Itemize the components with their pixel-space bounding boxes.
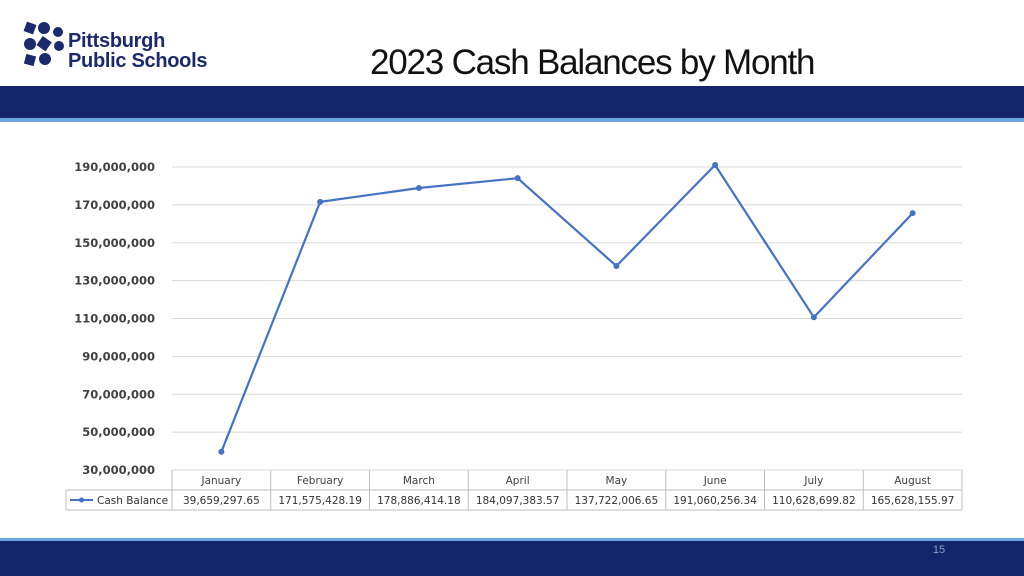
legend-series-label: Cash Balance: [97, 495, 168, 507]
y-tick-label: 170,000,000: [74, 198, 155, 212]
table-value-cell: 171,575,428.19: [278, 495, 362, 507]
data-point: [909, 210, 916, 217]
category-label: August: [894, 475, 931, 487]
y-tick-label: 190,000,000: [74, 160, 155, 174]
category-label: March: [403, 475, 435, 487]
header-band: [0, 86, 1024, 118]
y-tick-label: 130,000,000: [74, 274, 155, 288]
series-line-cash-balance: [220, 163, 914, 453]
y-tick-label: 110,000,000: [74, 312, 155, 326]
legend-marker-key: [79, 497, 84, 503]
logo: Pittsburgh Public Schools: [22, 18, 242, 74]
category-label: January: [200, 475, 241, 487]
logo-line-2: Public Schools: [68, 50, 208, 72]
y-tick-label: 150,000,000: [74, 236, 155, 250]
logo-line-1: Pittsburgh: [68, 30, 165, 52]
data-point: [613, 263, 620, 270]
y-tick-label: 50,000,000: [82, 425, 155, 439]
table-value-cell: 191,060,256.34: [673, 495, 757, 507]
data-point: [218, 448, 225, 455]
data-point: [415, 185, 422, 192]
y-tick-label: 90,000,000: [82, 349, 155, 363]
category-label: February: [297, 475, 344, 487]
category-label: May: [606, 475, 628, 487]
data-point: [712, 161, 719, 168]
page-number: 15: [932, 544, 946, 556]
table-value-cell: 184,097,383.57: [476, 495, 560, 507]
table-value-cell: 137,722,006.65: [575, 495, 659, 507]
data-point: [317, 198, 324, 205]
footer-band: [0, 541, 1024, 576]
data-point: [514, 175, 521, 182]
y-tick-label: 30,000,000: [82, 463, 155, 477]
table-value-cell: 39,659,297.65: [183, 495, 260, 507]
table-value-cell: 110,628,699.82: [772, 495, 856, 507]
table-value-cell: 178,886,414.18: [377, 495, 461, 507]
category-label: June: [703, 475, 727, 487]
data-point: [810, 314, 817, 321]
category-label: April: [506, 475, 530, 487]
table-value-cell: 165,628,155.97: [871, 495, 955, 507]
logo-text: Pittsburgh Public Schools: [68, 31, 207, 71]
page-title: 2023 Cash Balances by Month: [370, 43, 815, 82]
footer-accent-line: [0, 538, 1024, 541]
logo-mark-icon: [23, 21, 64, 67]
category-label: July: [803, 475, 823, 487]
header-accent-line: [0, 118, 1024, 122]
y-tick-label: 70,000,000: [82, 387, 155, 401]
